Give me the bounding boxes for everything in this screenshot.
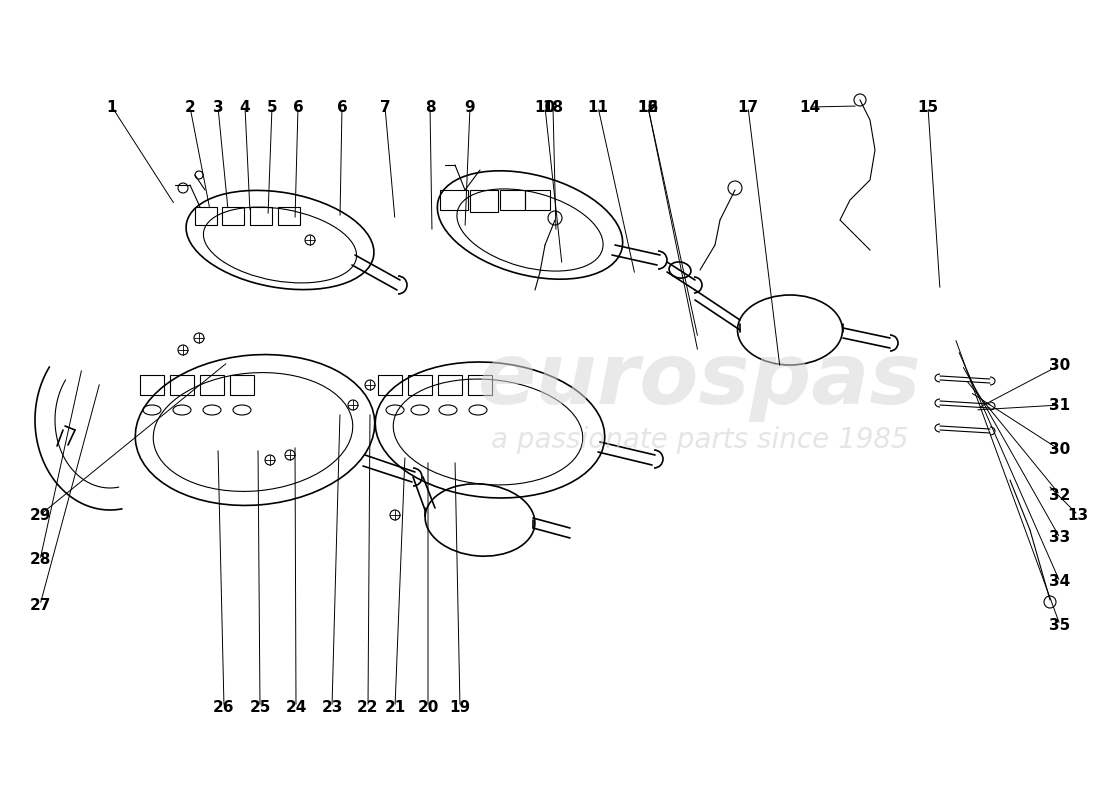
Text: 10: 10 bbox=[535, 99, 556, 114]
Text: 3: 3 bbox=[212, 99, 223, 114]
Text: 25: 25 bbox=[250, 699, 271, 714]
Text: 32: 32 bbox=[1049, 487, 1070, 502]
Text: 6: 6 bbox=[293, 99, 304, 114]
Text: 33: 33 bbox=[1049, 530, 1070, 546]
Text: a passionate parts since 1985: a passionate parts since 1985 bbox=[492, 426, 909, 454]
Text: 12: 12 bbox=[637, 99, 659, 114]
Text: 34: 34 bbox=[1049, 574, 1070, 590]
Text: 26: 26 bbox=[213, 699, 234, 714]
Text: 30: 30 bbox=[1049, 442, 1070, 458]
Text: 23: 23 bbox=[321, 699, 343, 714]
Text: 6: 6 bbox=[337, 99, 348, 114]
Text: 21: 21 bbox=[384, 699, 406, 714]
Text: 13: 13 bbox=[1067, 507, 1089, 522]
Text: 1: 1 bbox=[107, 99, 118, 114]
Text: 30: 30 bbox=[1049, 358, 1070, 373]
Text: 20: 20 bbox=[417, 699, 439, 714]
Text: 11: 11 bbox=[587, 99, 608, 114]
Text: 9: 9 bbox=[464, 99, 475, 114]
Text: 4: 4 bbox=[240, 99, 251, 114]
Text: 7: 7 bbox=[379, 99, 390, 114]
Text: 27: 27 bbox=[30, 598, 51, 613]
Text: 29: 29 bbox=[30, 507, 51, 522]
Text: 31: 31 bbox=[1049, 398, 1070, 413]
Text: 16: 16 bbox=[637, 99, 659, 114]
Text: 19: 19 bbox=[450, 699, 471, 714]
Text: 8: 8 bbox=[425, 99, 436, 114]
Text: 28: 28 bbox=[30, 553, 51, 567]
Text: 15: 15 bbox=[917, 99, 938, 114]
Text: 5: 5 bbox=[266, 99, 277, 114]
Text: 17: 17 bbox=[737, 99, 759, 114]
Text: 14: 14 bbox=[800, 99, 821, 114]
Text: 2: 2 bbox=[185, 99, 196, 114]
Text: 22: 22 bbox=[358, 699, 378, 714]
Text: 18: 18 bbox=[542, 99, 563, 114]
Text: 24: 24 bbox=[285, 699, 307, 714]
Text: eurospas: eurospas bbox=[478, 338, 922, 422]
Text: 35: 35 bbox=[1049, 618, 1070, 633]
